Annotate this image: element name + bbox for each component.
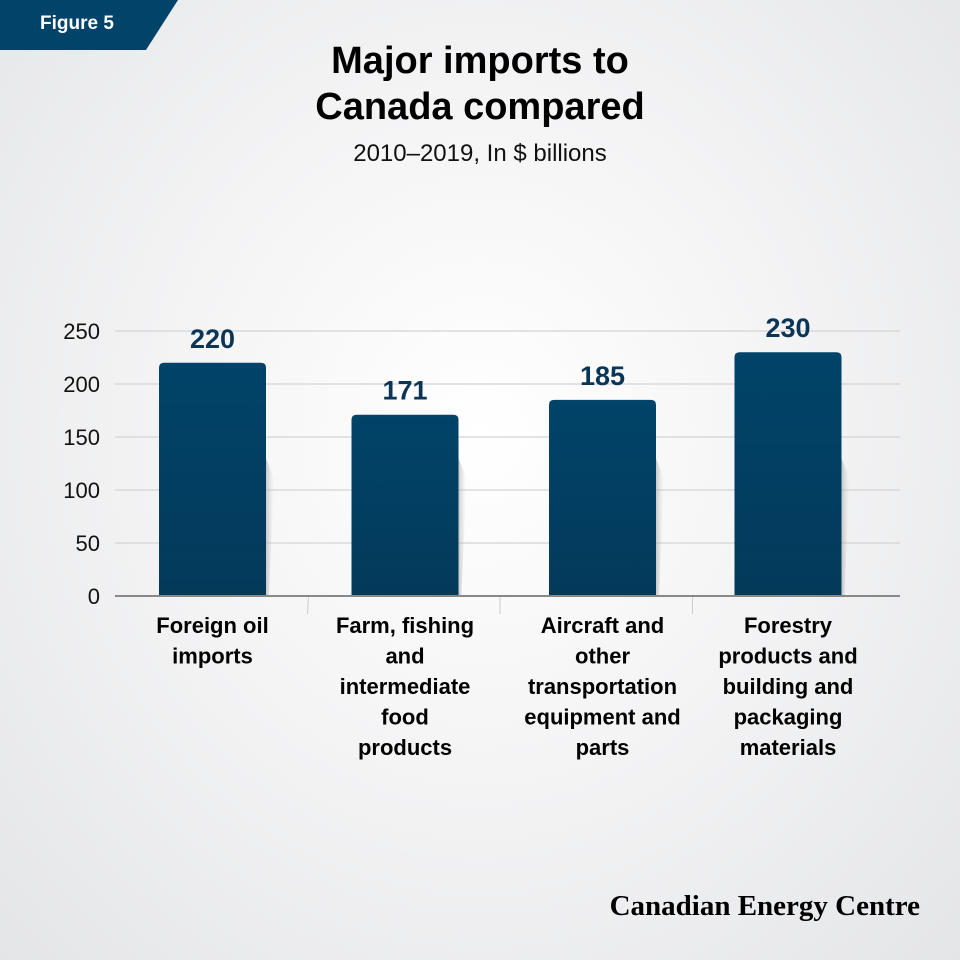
category-divider (307, 595, 309, 615)
brand-logo: Canadian Energy Centre (609, 890, 920, 922)
x-tick-label: Foreign oil (156, 613, 268, 638)
x-tick-label: Aircraft and (541, 613, 664, 638)
x-tick-label: products (358, 735, 452, 760)
y-tick-label: 200 (63, 372, 100, 397)
x-tick-label: other (575, 644, 630, 669)
figure-tag: Figure 5 (0, 0, 178, 50)
bar-shadow (841, 458, 850, 596)
chart-subtitle: 2010–2019, In $ billions (353, 140, 607, 167)
bar (734, 352, 842, 596)
bar-shadow (266, 458, 274, 596)
y-tick-label: 250 (63, 319, 100, 344)
x-tick-label: intermediate (340, 674, 471, 699)
chart-title: Major imports to Canada compared (0, 38, 960, 130)
x-tick-label: Forestry (744, 613, 833, 638)
data-label: 185 (580, 361, 625, 391)
x-tick-label: imports (172, 644, 253, 669)
x-tick-label: materials (740, 735, 837, 760)
bar (549, 399, 656, 596)
y-tick-label: 50 (76, 531, 100, 556)
x-tick-label: Farm, fishing (336, 613, 474, 638)
figure-label: Figure 5 (40, 13, 114, 34)
bar (159, 362, 266, 596)
x-tick-label: building and (723, 674, 854, 699)
x-tick-label: equipment and (524, 705, 680, 730)
x-tick-label: transportation (528, 674, 677, 699)
x-tick-label: packaging (734, 705, 843, 730)
bar-shadow (458, 458, 467, 596)
title-line: Canada compared (315, 86, 645, 128)
x-tick-label: parts (576, 735, 630, 760)
title-line: Major imports to (331, 40, 629, 82)
bar-shadow (656, 458, 664, 596)
y-tick-label: 0 (88, 584, 100, 609)
x-tick-label: and (385, 644, 424, 669)
y-tick-label: 100 (63, 478, 100, 503)
y-tick-label: 150 (63, 425, 100, 450)
x-tick-label: food (381, 705, 429, 730)
data-label: 220 (190, 324, 235, 354)
x-tick-label: products and (718, 644, 857, 669)
data-label: 230 (765, 313, 810, 343)
data-label: 171 (382, 376, 427, 406)
bar (351, 414, 459, 596)
